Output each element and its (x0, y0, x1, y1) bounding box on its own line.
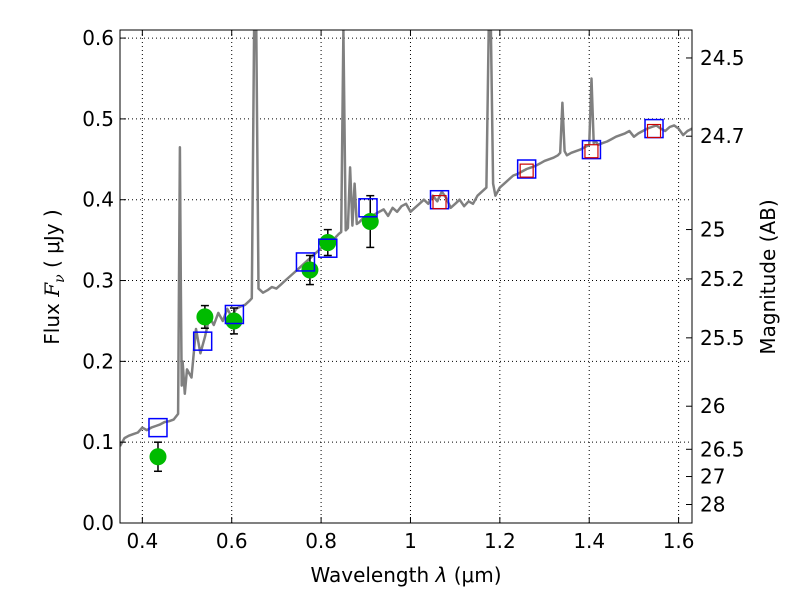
green-data-point (319, 234, 337, 252)
plot-background (120, 30, 692, 523)
data-layer (120, 30, 692, 473)
y2-tick-label: 25.5 (700, 326, 745, 350)
ticks: 0.4 0.6 0.8 1 1.2 1.4 1.6 0.0 0.1 0.2 0.3 0.4 0.5 0.6… (82, 26, 744, 553)
red-square-marker (432, 195, 447, 210)
green-data-point (149, 448, 167, 466)
y2-tick-label: 24.5 (700, 46, 745, 70)
blue-square-marker (318, 238, 338, 258)
red-square-marker (584, 144, 599, 159)
y-tick-label: 0.6 (82, 26, 114, 50)
y2-axis-label: Magnitude (AB) (756, 199, 780, 354)
blue-square-marker (581, 139, 602, 160)
blue-square-marker (295, 252, 316, 272)
green-data-point (196, 308, 214, 326)
y-tick-label: 0.3 (82, 269, 114, 293)
plot-frame (119, 29, 693, 524)
blue-square-marker (192, 331, 213, 351)
green-data-point (361, 213, 379, 231)
y2-tick-label: 28 (700, 492, 725, 516)
y-tick-label: 0.1 (82, 430, 114, 454)
blue-square-marker (516, 159, 537, 179)
red-square-marker (646, 123, 662, 139)
green-data-point (225, 312, 243, 330)
y-tick-label: 0.5 (82, 107, 114, 131)
green-data-point (301, 261, 319, 279)
blue-square-marker (358, 198, 378, 218)
red-square-marker (519, 163, 534, 178)
y2-tick-label: 25.2 (700, 267, 745, 291)
x-tick-label: 1.4 (573, 529, 605, 553)
y2-tick-label: 26 (700, 394, 725, 418)
y-tick-label: 0.4 (82, 188, 114, 212)
x-tick-label: 0.8 (305, 529, 337, 553)
y2-tick-label: 27 (700, 465, 725, 489)
y2-tick-label: 25 (700, 218, 725, 242)
y-tick-label: 0.0 (82, 511, 114, 535)
x-axis-label: Wavelength λ (μm) (310, 563, 501, 587)
x-tick-label: 1.2 (484, 529, 516, 553)
y2-tick-label: 26.5 (700, 437, 745, 461)
x-tick-label: 0.4 (126, 529, 158, 553)
y2-tick-label: 24.7 (700, 124, 745, 148)
y-tick-label: 0.2 (82, 349, 114, 373)
blue-square-marker (148, 417, 168, 438)
x-tick-label: 0.6 (216, 529, 248, 553)
x-tick-label: 1.6 (663, 529, 695, 553)
x-tick-label: 1 (404, 529, 417, 553)
blue-square-marker (224, 304, 245, 325)
y-axis-label: Flux Fν ( μJy ) (40, 209, 68, 344)
